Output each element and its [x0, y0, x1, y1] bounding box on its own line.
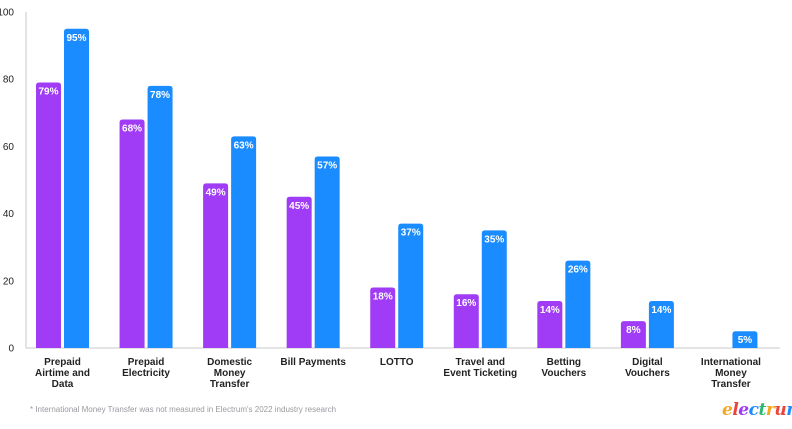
- bar: [648, 300, 674, 348]
- y-tick-label: 0: [8, 344, 14, 355]
- category-label: Domestic: [207, 357, 252, 368]
- bar: [286, 196, 312, 348]
- category-label: Vouchers: [541, 368, 586, 379]
- bar-value-label: 78%: [150, 90, 170, 101]
- logo-letter: l: [732, 400, 739, 420]
- bar-value-label: 68%: [122, 124, 142, 135]
- category-label: Transfer: [210, 379, 250, 390]
- bar: [119, 119, 145, 349]
- category-label: Bill Payments: [280, 357, 346, 368]
- logo-letter: r: [765, 400, 775, 420]
- bar: [732, 331, 758, 348]
- y-tick-label: 40: [3, 209, 15, 220]
- category-label: Transfer: [711, 379, 751, 390]
- category-label: Prepaid: [44, 357, 81, 368]
- bar: [64, 28, 89, 349]
- bar: [370, 287, 396, 348]
- bar-value-label: 5%: [738, 335, 753, 346]
- bar-value-label: 49%: [206, 187, 226, 198]
- logo-letter: m: [786, 400, 792, 420]
- category-label: Money: [715, 368, 747, 379]
- electrum-logo: electrum: [722, 400, 792, 420]
- bar: [481, 230, 507, 348]
- bar-value-label: 79%: [38, 87, 58, 98]
- footnote: * International Money Transfer was not m…: [30, 405, 337, 414]
- bar-value-label: 35%: [484, 234, 504, 245]
- bar-value-label: 37%: [401, 228, 421, 239]
- bar: [453, 294, 479, 348]
- bar: [620, 321, 646, 348]
- logo-letter: e: [738, 400, 749, 420]
- bar-value-label: 45%: [289, 201, 309, 212]
- bar-value-label: 14%: [540, 305, 560, 316]
- bar: [314, 156, 340, 348]
- bar-value-label: 63%: [234, 140, 254, 151]
- bar: [231, 136, 257, 348]
- bar: [36, 82, 61, 348]
- category-label: LOTTO: [380, 357, 414, 368]
- category-label: Electricity: [122, 368, 170, 379]
- y-tick-label: 100: [0, 8, 14, 19]
- y-tick-label: 20: [3, 276, 15, 287]
- bar: [147, 85, 173, 349]
- bar: [537, 300, 563, 348]
- bar-value-label: 14%: [651, 305, 671, 316]
- logo-letter: c: [748, 400, 759, 420]
- bar: [565, 260, 591, 348]
- logo-letter: u: [774, 400, 787, 420]
- y-tick-label: 80: [3, 75, 15, 86]
- bar-value-label: 95%: [66, 33, 86, 44]
- category-label: Digital: [632, 357, 663, 368]
- category-label: Prepaid: [128, 357, 165, 368]
- logo-letter: e: [722, 400, 733, 420]
- category-label: Event Ticketing: [443, 368, 517, 379]
- y-tick-label: 60: [3, 142, 15, 153]
- bar-value-label: 18%: [373, 292, 393, 303]
- category-label: Airtime and: [35, 368, 90, 379]
- bar-value-label: 16%: [456, 298, 476, 309]
- category-label: Money: [214, 368, 246, 379]
- bar: [203, 183, 229, 348]
- category-label: Vouchers: [625, 368, 670, 379]
- category-label: Travel and: [456, 357, 505, 368]
- category-label: Betting: [547, 357, 581, 368]
- category-label: Data: [52, 379, 74, 390]
- bar-value-label: 57%: [317, 160, 337, 171]
- category-label: International: [701, 357, 761, 368]
- logo-letter: t: [758, 400, 766, 420]
- bar-value-label: 26%: [568, 265, 588, 276]
- bar: [398, 223, 424, 348]
- bar-value-label: 8%: [626, 325, 641, 336]
